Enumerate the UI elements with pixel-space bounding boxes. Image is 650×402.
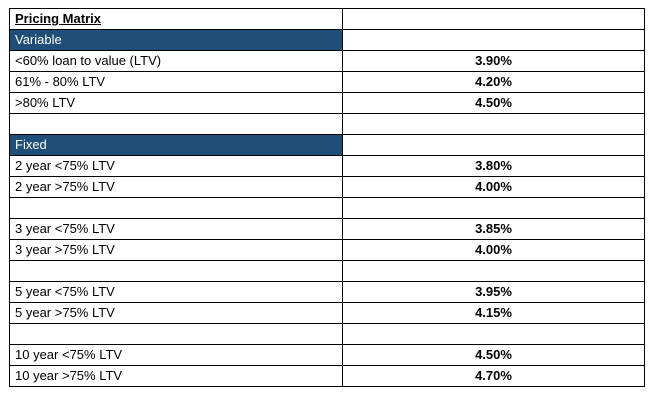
ltv-label: 2 year >75% LTV [9,176,343,198]
rate-value: 4.50% [342,344,645,366]
spacer-row [9,323,645,345]
ltv-label: 2 year <75% LTV [9,155,343,177]
ltv-label: 61% - 80% LTV [9,71,343,93]
ltv-label: 5 year >75% LTV [9,302,343,324]
section-header-blank-cell [342,134,645,156]
spacer-row [9,260,645,282]
rate-row: >80% LTV 4.50% [9,92,645,114]
ltv-label: 5 year <75% LTV [9,281,343,303]
rate-row: 2 year <75% LTV 3.80% [9,155,645,177]
title-blank-cell [342,8,645,30]
spacer-cell [342,197,645,219]
spacer-cell [9,323,343,345]
spacer-cell [342,260,645,282]
rate-row: <60% loan to value (LTV) 3.90% [9,50,645,72]
ltv-label: 3 year <75% LTV [9,218,343,240]
rate-row: 2 year >75% LTV 4.00% [9,176,645,198]
spacer-row [9,113,645,135]
section-header-label: Fixed [9,134,343,156]
rate-value: 4.20% [342,71,645,93]
section-header-row: Fixed [9,134,645,156]
spacer-cell [9,197,343,219]
ltv-label: >80% LTV [9,92,343,114]
rate-value: 3.95% [342,281,645,303]
spacer-row [9,197,645,219]
spacer-cell [342,323,645,345]
rate-value: 4.00% [342,176,645,198]
rate-value: 4.50% [342,92,645,114]
pricing-matrix-table: Pricing Matrix Variable <60% loan to valu… [9,8,645,387]
section-header-label: Variable [9,29,343,51]
rate-row: 5 year >75% LTV 4.15% [9,302,645,324]
rate-value: 4.15% [342,302,645,324]
section-header-row: Variable [9,29,645,51]
ltv-label: <60% loan to value (LTV) [9,50,343,72]
rate-row: 10 year <75% LTV 4.50% [9,344,645,366]
ltv-label: 10 year >75% LTV [9,365,343,387]
rate-row: 3 year >75% LTV 4.00% [9,239,645,261]
rate-row: 5 year <75% LTV 3.95% [9,281,645,303]
rate-value: 3.90% [342,50,645,72]
ltv-label: 3 year >75% LTV [9,239,343,261]
table-title: Pricing Matrix [15,11,101,26]
title-cell: Pricing Matrix [9,8,343,30]
title-row: Pricing Matrix [9,8,645,30]
rate-value: 4.70% [342,365,645,387]
pricing-matrix-body: Pricing Matrix Variable <60% loan to valu… [9,8,645,387]
rate-row: 10 year >75% LTV 4.70% [9,365,645,387]
spacer-cell [9,113,343,135]
spacer-cell [342,113,645,135]
rate-row: 61% - 80% LTV 4.20% [9,71,645,93]
rate-value: 3.85% [342,218,645,240]
ltv-label: 10 year <75% LTV [9,344,343,366]
rate-row: 3 year <75% LTV 3.85% [9,218,645,240]
rate-value: 4.00% [342,239,645,261]
section-header-blank-cell [342,29,645,51]
spacer-cell [9,260,343,282]
rate-value: 3.80% [342,155,645,177]
